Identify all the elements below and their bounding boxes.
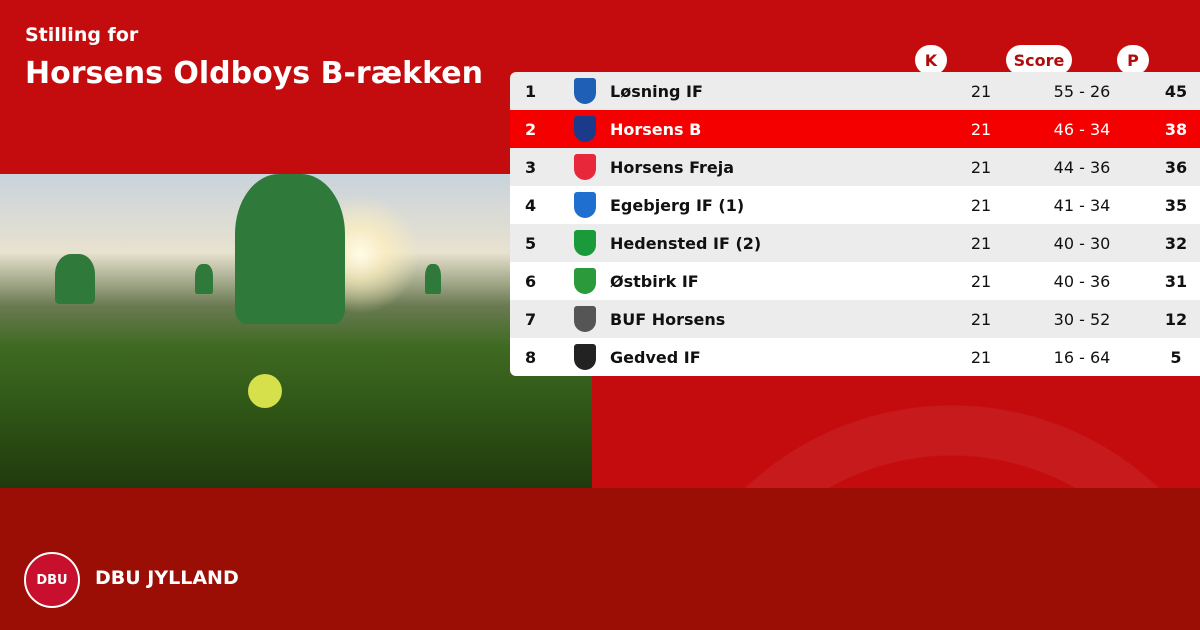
goal-score: 16 - 64 [1053,347,1111,367]
position: 6 [525,271,537,291]
team-logo-icon [560,306,610,332]
standings-table: 1 Løsning IF 21 55 - 26 45 2 Horsens B 21… [510,72,1200,376]
team-name[interactable]: Løsning IF [610,81,703,101]
goal-score: 44 - 36 [1053,157,1111,177]
table-row[interactable]: 2 Horsens B 21 46 - 34 38 [510,110,1200,148]
position: 2 [525,119,537,139]
table-row[interactable]: 4 Egebjerg IF (1) 21 41 - 34 35 [510,186,1200,224]
matches-played: 21 [970,119,992,139]
team-name[interactable]: Horsens B [610,119,702,139]
team-name[interactable]: Egebjerg IF (1) [610,195,745,215]
team-name[interactable]: Horsens Freja [610,157,735,177]
table-row[interactable]: 6 Østbirk IF 21 40 - 36 31 [510,262,1200,300]
dbu-logo: DBU [24,552,80,608]
points: 5 [1170,347,1182,367]
points: 32 [1164,233,1188,253]
position: 8 [525,347,537,367]
points: 36 [1164,157,1188,177]
column-header-score[interactable]: Score [1006,45,1072,75]
football-photo [0,174,592,488]
position: 3 [525,157,537,177]
points: 35 [1164,195,1188,215]
team-logo-icon [560,268,610,294]
matches-played: 21 [970,233,992,253]
team-logo-icon [560,230,610,256]
table-row[interactable]: 7 BUF Horsens 21 30 - 52 12 [510,300,1200,338]
points: 38 [1164,119,1188,139]
table-row[interactable]: 8 Gedved IF 21 16 - 64 5 [510,338,1200,376]
subtitle: Stilling for [25,24,139,46]
table-row[interactable]: 3 Horsens Freja 21 44 - 36 36 [510,148,1200,186]
position: 1 [525,81,537,101]
goal-score: 41 - 34 [1053,195,1111,215]
goal-score: 40 - 30 [1053,233,1111,253]
team-name[interactable]: Gedved IF [610,347,701,367]
table-row[interactable]: 1 Løsning IF 21 55 - 26 45 [510,72,1200,110]
team-logo-icon [560,154,610,180]
column-header-k[interactable]: K [915,45,947,75]
position: 4 [525,195,537,215]
goal-score: 46 - 34 [1053,119,1111,139]
team-name[interactable]: Hedensted IF (2) [610,233,762,253]
team-logo-icon [560,344,610,370]
watermark [592,376,1200,488]
position: 7 [525,309,537,329]
matches-played: 21 [970,81,992,101]
table-row[interactable]: 5 Hedensted IF (2) 21 40 - 30 32 [510,224,1200,262]
team-name[interactable]: Østbirk IF [610,271,699,291]
column-header-p[interactable]: P [1117,45,1149,75]
team-logo-icon [560,116,610,142]
goal-score: 55 - 26 [1053,81,1111,101]
position: 5 [525,233,537,253]
matches-played: 21 [970,309,992,329]
goal-score: 40 - 36 [1053,271,1111,291]
matches-played: 21 [970,347,992,367]
points: 12 [1164,309,1188,329]
team-logo-icon [560,192,610,218]
page-title: Horsens Oldboys B-rækken [25,56,483,91]
points: 45 [1164,81,1188,101]
matches-played: 21 [970,271,992,291]
matches-played: 21 [970,157,992,177]
goal-score: 30 - 52 [1053,309,1111,329]
matches-played: 21 [970,195,992,215]
brand-name: DBU JYLLAND [95,567,239,589]
points: 31 [1164,271,1188,291]
team-logo-icon [560,78,610,104]
team-name[interactable]: BUF Horsens [610,309,726,329]
